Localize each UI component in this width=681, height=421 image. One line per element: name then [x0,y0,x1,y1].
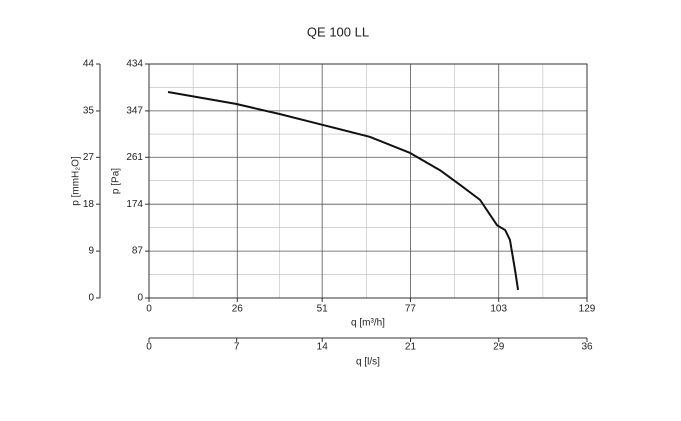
chart-title: QE 100 LL [307,24,369,39]
x2-tick-label: 29 [493,342,505,353]
y2-tick-label: 27 [83,152,95,163]
x2-tick-label: 7 [234,342,240,353]
y-tick-label: 261 [126,152,143,163]
x-axis-label: q [m³/h] [351,318,385,329]
y2-tick-label: 0 [88,293,94,304]
x2-tick-label: 14 [317,342,329,353]
y-tick-label: 87 [132,246,144,257]
x2-tick-label: 0 [146,342,152,353]
x2-tick-label: 21 [405,342,417,353]
x-tick-label: 103 [490,304,507,315]
y-tick-label: 347 [126,106,143,117]
y-tick-label: 174 [126,199,143,210]
y-tick-label: 0 [137,293,143,304]
x-tick-label: 129 [579,304,596,315]
y2-tick-label: 44 [83,59,95,70]
y-axis-label: p [Pa] [111,168,122,194]
y2-axis-label: p [mmH₂O] [71,156,82,206]
y-tick-label: 434 [126,59,143,70]
x-tick-label: 26 [232,304,244,315]
y2-tick-label: 35 [83,106,95,117]
plot-frame [148,63,588,299]
y2-tick-label: 18 [83,199,95,210]
y2-tick-label: 9 [88,246,94,257]
x2-axis-label: q [l/s] [356,357,380,368]
x-tick-label: 0 [146,304,152,315]
x-tick-label: 77 [405,304,417,315]
x2-tick-label: 36 [581,342,593,353]
curve [167,91,520,291]
x-tick-label: 51 [317,304,329,315]
